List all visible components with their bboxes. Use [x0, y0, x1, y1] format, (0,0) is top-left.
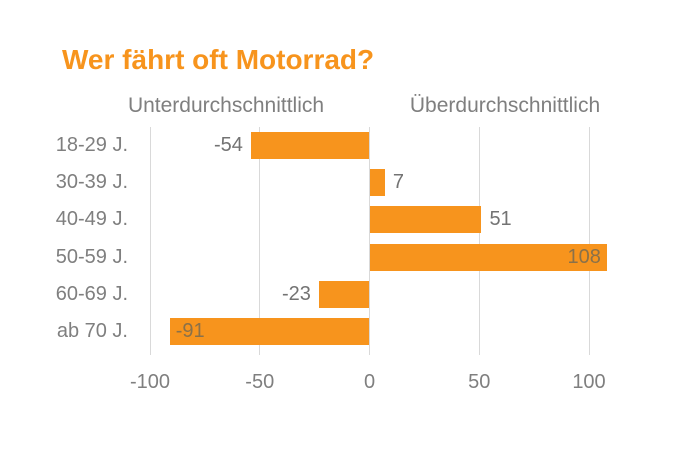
gridline-100 [588, 127, 590, 355]
bar-50-59J [369, 243, 607, 271]
category-label-1: 18-29 J. [55, 134, 128, 157]
value-axis: -100 -50 0 50 100 [130, 371, 612, 399]
bar-60-69J [319, 280, 370, 308]
category-label-3: 40-49 J. [55, 208, 128, 231]
gridline--100 [149, 127, 151, 355]
bar-18-29J [250, 132, 370, 160]
x-tick-label--100: -100 [129, 371, 171, 393]
gridline-0 [369, 127, 370, 355]
gridline--50 [259, 127, 261, 355]
data-label-50-59J: 108 [567, 245, 601, 268]
x-tick-label-0: 0 [363, 371, 376, 393]
below-average-header: Unterdurchschnittlich [127, 94, 325, 117]
bar-40-49J [369, 206, 482, 234]
data-label-30-39J: 7 [392, 171, 404, 194]
category-label-6: ab 70 J. [56, 319, 128, 342]
bar-30-39J [369, 169, 385, 197]
data-label-ab70J: -91 [175, 319, 205, 342]
above-average-header: Überdurchschnittlich [409, 94, 601, 117]
category-label-2: 30-39 J. [55, 171, 128, 194]
data-label-40-49J: 51 [489, 208, 512, 231]
chart-title: Wer fährt oft Motorrad? [62, 44, 375, 75]
x-tick-label--50: -50 [245, 371, 275, 393]
x-tick-label-50: 50 [468, 371, 491, 393]
data-label-18-29J: -54 [213, 134, 243, 157]
category-label-5: 60-69 J. [55, 282, 128, 305]
data-label-60-69J: -23 [282, 282, 311, 305]
category-label-4: 50-59 J. [55, 245, 128, 268]
bar-ab70J [169, 317, 370, 345]
plot-area: -54 7 51 108 -23 -91 [149, 127, 612, 355]
gridline-50 [478, 127, 480, 355]
x-tick-label-100: 100 [572, 371, 606, 393]
